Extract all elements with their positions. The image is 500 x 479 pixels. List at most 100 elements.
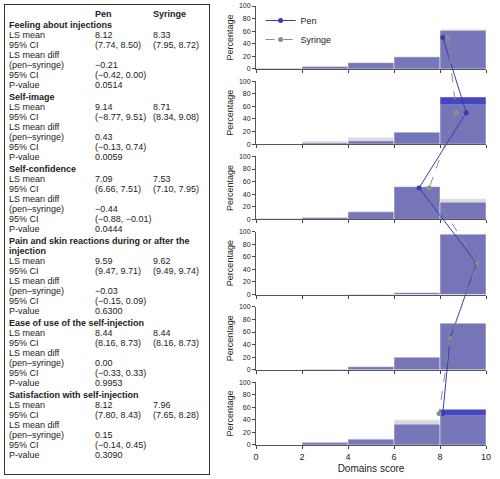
svg-text:Percentage: Percentage <box>225 90 235 136</box>
svg-text:80: 80 <box>243 90 251 97</box>
svg-text:20: 20 <box>243 128 251 135</box>
html-text:0.43: 0.43 <box>95 132 113 142</box>
html-text:95% CI: 95% CI <box>9 142 39 152</box>
svg-text:60: 60 <box>243 328 251 335</box>
html-text:7.09: 7.09 <box>95 174 113 184</box>
svg-text:80: 80 <box>243 165 251 172</box>
svg-text:6: 6 <box>391 452 396 462</box>
html-text:−0.21: −0.21 <box>95 60 118 70</box>
html-text:0.0059: 0.0059 <box>95 152 123 162</box>
svg-text:Percentage: Percentage <box>225 391 235 437</box>
html-text:(6.66, 7.51): (6.66, 7.51) <box>95 184 141 194</box>
svg-text:10: 10 <box>481 452 491 462</box>
html-text:Self-confidence: Self-confidence <box>9 164 76 174</box>
svg-text:80: 80 <box>243 391 251 398</box>
svg-text:20: 20 <box>243 53 251 60</box>
html-text:0.0514: 0.0514 <box>95 80 123 90</box>
svg-text:100: 100 <box>239 303 251 310</box>
html-text:(pen–syringe): (pen–syringe) <box>9 60 64 70</box>
svg-text:0: 0 <box>247 65 251 72</box>
svg-text:Percentage: Percentage <box>225 165 235 211</box>
svg-text:Percentage: Percentage <box>225 315 235 361</box>
html-text:(8.34, 9.08): (8.34, 9.08) <box>153 112 199 122</box>
html-text:Pen: Pen <box>95 9 112 19</box>
svg-text:20: 20 <box>243 203 251 210</box>
svg-text:0: 0 <box>247 141 251 148</box>
html-text:(−0.42, 0.00): (−0.42, 0.00) <box>95 70 147 80</box>
svg-text:40: 40 <box>243 416 251 423</box>
svg-text:0: 0 <box>253 452 258 462</box>
svg-text:80: 80 <box>243 241 251 248</box>
html-text:95% CI: 95% CI <box>9 70 39 80</box>
svg-text:Percentage: Percentage <box>225 14 235 60</box>
svg-text:100: 100 <box>239 379 251 386</box>
html-text:Syringe: Syringe <box>153 9 186 19</box>
html-text:P-value: P-value <box>9 80 40 90</box>
html-text:(7.95, 8.72): (7.95, 8.72) <box>153 40 199 50</box>
html-text:LS mean: LS mean <box>9 102 45 112</box>
svg-text:100: 100 <box>239 228 251 235</box>
html-text:95% CI: 95% CI <box>9 266 39 276</box>
svg-text:20: 20 <box>243 429 251 436</box>
svg-text:60: 60 <box>243 28 251 35</box>
html-text:8.71: 8.71 <box>153 102 171 112</box>
html-text:LS mean diff: LS mean diff <box>9 194 60 204</box>
svg-text:40: 40 <box>243 341 251 348</box>
html-text:−0.44: −0.44 <box>95 204 118 214</box>
html-text:9.59: 9.59 <box>95 256 113 266</box>
html-text:(−0.13, 0.74): (−0.13, 0.74) <box>95 142 147 152</box>
html-text:P-value: P-value <box>9 152 40 162</box>
html-text:95% CI: 95% CI <box>9 40 39 50</box>
html-text:Self-image: Self-image <box>9 92 55 102</box>
svg-text:0: 0 <box>247 216 251 223</box>
html-text:(−8.77, 9.51): (−8.77, 9.51) <box>95 112 147 122</box>
svg-text:0: 0 <box>247 441 251 448</box>
html-text:(pen–syringe): (pen–syringe) <box>9 204 64 214</box>
svg-text:60: 60 <box>243 103 251 110</box>
html-text:(7.10, 7.95): (7.10, 7.95) <box>153 184 199 194</box>
html-text:LS mean: LS mean <box>9 30 45 40</box>
svg-text:40: 40 <box>243 266 251 273</box>
svg-text:2: 2 <box>299 452 304 462</box>
svg-text:80: 80 <box>243 15 251 22</box>
svg-text:40: 40 <box>243 40 251 47</box>
svg-text:60: 60 <box>243 253 251 260</box>
svg-text:4: 4 <box>345 452 350 462</box>
html-text:LS mean: LS mean <box>9 256 45 266</box>
html-text:9.62: 9.62 <box>153 256 171 266</box>
svg-text:8: 8 <box>437 452 442 462</box>
svg-text:0: 0 <box>247 366 251 373</box>
html-text:(−0.88, −0.01): (−0.88, −0.01) <box>95 214 152 224</box>
svg-text:Domains score: Domains score <box>338 463 405 474</box>
html-text:0.0444: 0.0444 <box>95 224 123 234</box>
html-text:LS mean diff: LS mean diff <box>9 122 60 132</box>
html-text:(7.74, 8.50): (7.74, 8.50) <box>95 40 141 50</box>
html-text:9.14: 9.14 <box>95 102 113 112</box>
html-text:8.33: 8.33 <box>153 30 171 40</box>
html-text:LS mean diff: LS mean diff <box>9 50 60 60</box>
svg-text:100: 100 <box>239 2 251 9</box>
svg-text:100: 100 <box>239 153 251 160</box>
svg-text:100: 100 <box>239 78 251 85</box>
html-text:Pain and skin reactions during: Pain and skin reactions during or after … <box>9 236 190 256</box>
svg-text:40: 40 <box>243 115 251 122</box>
svg-text:Percentage: Percentage <box>225 240 235 286</box>
svg-text:20: 20 <box>243 278 251 285</box>
html-text:Feeling about injections: Feeling about injections <box>9 20 112 30</box>
svg-text:0: 0 <box>247 291 251 298</box>
html-text:95% CI: 95% CI <box>9 184 39 194</box>
svg-text:Syringe: Syringe <box>301 35 332 45</box>
svg-text:Pen: Pen <box>301 16 317 26</box>
html-text:95% CI: 95% CI <box>9 112 39 122</box>
html-text:8.12: 8.12 <box>95 30 113 40</box>
svg-text:20: 20 <box>243 354 251 361</box>
svg-text:40: 40 <box>243 191 251 198</box>
html-text:7.53: 7.53 <box>153 174 171 184</box>
svg-text:60: 60 <box>243 404 251 411</box>
html-text:P-value: P-value <box>9 224 40 234</box>
svg-text:60: 60 <box>243 178 251 185</box>
html-text:LS mean: LS mean <box>9 174 45 184</box>
html-text:(pen–syringe): (pen–syringe) <box>9 132 64 142</box>
svg-text:80: 80 <box>243 316 251 323</box>
html-text:95% CI: 95% CI <box>9 214 39 224</box>
